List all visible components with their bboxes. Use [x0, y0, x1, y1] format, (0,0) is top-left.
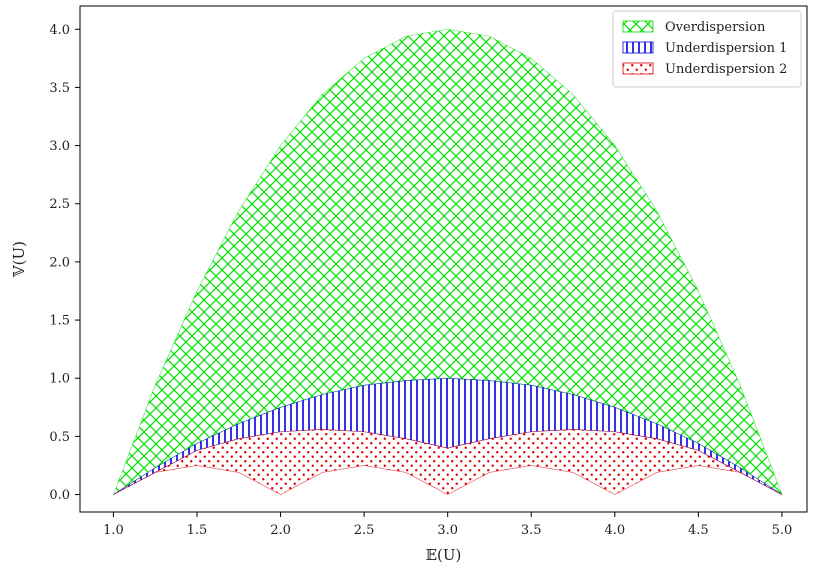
- x-axis-label: 𝔼(U): [426, 546, 462, 564]
- legend-swatch: [622, 62, 654, 75]
- x-tick-label: 3.5: [521, 523, 542, 538]
- legend-swatch: [622, 20, 654, 33]
- y-tick-label: 2.5: [49, 197, 70, 212]
- x-tick-label: 3.0: [437, 523, 458, 538]
- y-tick-label: 1.0: [49, 372, 70, 387]
- legend-swatch: [622, 41, 654, 54]
- y-axis: 0.0 0.5 1.0 1.5 2.0 2.5 3.0 3.5 4.0: [49, 23, 80, 503]
- plot-frame: [79, 5, 808, 513]
- y-tick-label: 4.0: [49, 23, 70, 38]
- regions-layer: [112, 28, 783, 496]
- x-tick-label: 4.5: [688, 523, 709, 538]
- x-tick-label: 1.0: [103, 523, 124, 538]
- x-tick-label: 4.0: [604, 523, 625, 538]
- legend-box: [612, 10, 802, 88]
- x-tick-label: 1.5: [187, 523, 208, 538]
- y-tick-label: 1.5: [49, 314, 70, 329]
- x-tick-label: 5.0: [772, 523, 793, 538]
- legend-label: Underdispersion 1: [665, 41, 787, 56]
- y-tick-label: 2.0: [49, 255, 70, 270]
- y-tick-label: 3.5: [49, 81, 70, 96]
- x-axis: 1.0 1.5 2.0 2.5 3.0 3.5 4.0 4.5 5.0: [103, 512, 792, 538]
- region-underdispersion-2: [113, 429, 783, 495]
- y-tick-label: 0.5: [49, 430, 70, 445]
- y-axis-label: 𝕍(U): [10, 241, 28, 278]
- legend-label: Overdispersion: [665, 20, 766, 35]
- x-tick-label: 2.5: [354, 523, 375, 538]
- y-tick-label: 0.0: [49, 488, 70, 503]
- legend: Overdispersion Underdispersion 1 Underdisp…: [612, 10, 802, 88]
- legend-label: Underdispersion 2: [665, 62, 787, 77]
- x-tick-label: 2.0: [270, 523, 291, 538]
- y-tick-label: 3.0: [49, 139, 70, 154]
